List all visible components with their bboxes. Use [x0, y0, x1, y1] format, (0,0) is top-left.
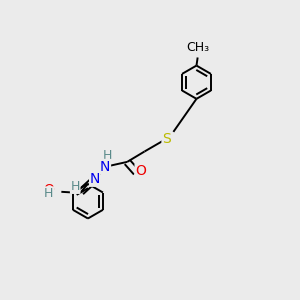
Text: N: N — [100, 160, 110, 173]
Text: O: O — [135, 164, 146, 178]
Text: N: N — [90, 172, 100, 186]
Text: CH₃: CH₃ — [186, 41, 209, 55]
Text: O: O — [44, 183, 54, 197]
Text: H: H — [44, 187, 54, 200]
Text: S: S — [162, 132, 171, 146]
Text: H: H — [70, 180, 80, 193]
Text: H: H — [103, 149, 112, 162]
